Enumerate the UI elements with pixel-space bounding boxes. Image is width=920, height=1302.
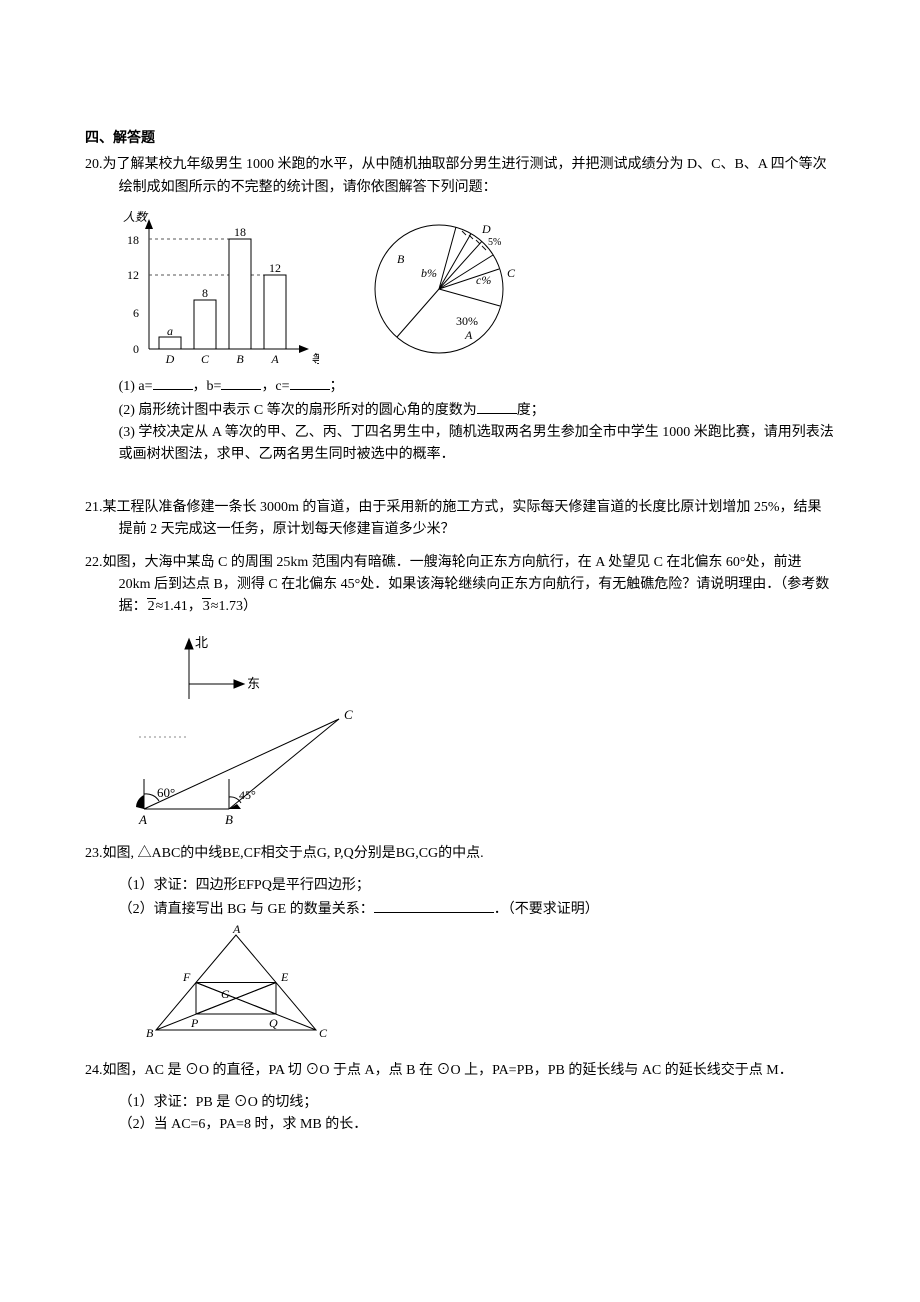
question-24: 24.如图，AC 是 ⊙O 的直径，PA 切 ⊙O 于点 A，点 B 在 ⊙O … <box>85 1060 835 1082</box>
q20-blank-angle <box>477 399 517 414</box>
q22-B: B <box>225 812 233 827</box>
q23-G: G <box>221 987 230 1001</box>
q23-p2-end: ．（不要求证明） <box>494 902 599 917</box>
question-20: 20.为了解某校九年级男生 1000 米跑的水平，从中随机抽取部分男生进行测试，… <box>85 154 835 199</box>
q20-blank-b <box>221 375 261 390</box>
bar-x-label: 等次 <box>311 352 319 366</box>
q20-blank-c <box>290 375 330 390</box>
pie-d-pct: 5% <box>488 237 501 248</box>
q20-p2-pre: (2) 扇形统计图中表示 C 等次的扇形所对的圆心角的度数为 <box>119 403 477 418</box>
q20-part2: (2) 扇形统计图中表示 C 等次的扇形所对的圆心角的度数为 度； <box>85 399 835 422</box>
pie-d-label: D <box>481 222 491 236</box>
pie-c-pct: c% <box>476 273 491 287</box>
question-23: 23.如图, △ABC的中线BE,CF相交于点G, P,Q分别是BG,CG的中点… <box>85 843 835 865</box>
q24-stem: 如图，AC 是 ⊙O 的直径，PA 切 ⊙O 于点 A，点 B 在 ⊙O 上，P… <box>103 1063 793 1078</box>
section-heading: 四、解答题 <box>85 128 835 150</box>
pie-c-label: C <box>507 266 516 280</box>
bar-tick-18: 18 <box>127 233 139 247</box>
q20-p1-c: ，c= <box>261 379 289 394</box>
q20-charts: 人数 0 6 12 18 a 8 18 <box>119 209 835 369</box>
q23-stem: 如图, △ABC的中线BE,CF相交于点G, P,Q分别是BG,CG的中点. <box>103 846 484 861</box>
q22-num: 22. <box>85 555 103 570</box>
q23-figure: A B C F E G P Q <box>141 925 835 1053</box>
q22-C: C <box>344 707 353 722</box>
q20-p1-end: ； <box>330 379 344 394</box>
q23-part1: （1）求证：四边形EFPQ是平行四边形； <box>85 875 835 897</box>
bar-cat-d: D <box>164 352 174 366</box>
q22-ang45: 45° <box>239 788 256 802</box>
bar-cat-b: B <box>236 352 244 366</box>
q23-blank <box>374 898 494 913</box>
q22-A: A <box>138 812 147 827</box>
q24-part1: （1）求证：PB 是 ⊙O 的切线； <box>85 1092 835 1114</box>
pie-b-pct: b% <box>421 266 437 280</box>
q23-p2-pre: （2）请直接写出 BG 与 GE 的数量关系： <box>119 902 374 917</box>
q20-blank-a <box>153 375 193 390</box>
q22-north: 北 <box>195 635 208 650</box>
pie-a-label: A <box>464 328 473 342</box>
question-22: 22.如图，大海中某岛 C 的周围 25km 范围内有暗礁．一艘海轮向正东方向航… <box>85 552 835 619</box>
q20-p1-b: ，b= <box>193 379 222 394</box>
bar-cat-c: C <box>201 352 210 366</box>
q20-stem: 为了解某校九年级男生 1000 米跑的水平，从中随机抽取部分男生进行测试，并把测… <box>103 157 827 194</box>
question-21: 21.某工程队准备修建一条长 3000m 的盲道，由于采用新的施工方式，实际每天… <box>85 497 835 542</box>
bar-y-label: 人数 <box>123 210 149 224</box>
q24-part2: （2）当 AC=6，PA=8 时，求 MB 的长． <box>85 1114 835 1136</box>
bar-tick-12: 12 <box>127 268 139 282</box>
q23-C: C <box>319 1026 328 1040</box>
pie-b-label: B <box>397 252 405 266</box>
q23-E: E <box>280 970 289 984</box>
q20-part1: (1) a= ，b= ，c= ； <box>85 375 835 398</box>
q20-num: 20. <box>85 157 103 172</box>
bar-val-b: 18 <box>234 225 246 239</box>
bar-a-label: a <box>167 324 173 338</box>
q22-east: 东 <box>247 676 260 691</box>
q23-A: A <box>232 925 241 936</box>
q21-num: 21. <box>85 500 103 515</box>
q23-num: 23. <box>85 846 103 861</box>
bar-cat-a: A <box>270 352 279 366</box>
bar-tick-0: 0 <box>133 342 139 356</box>
q20-bar-chart: 人数 0 6 12 18 a 8 18 <box>119 209 319 369</box>
q22-ang60: 60° <box>157 785 175 800</box>
bar-val-a: 12 <box>269 261 281 275</box>
q23-P: P <box>190 1016 199 1030</box>
bar-val-c: 8 <box>202 286 208 300</box>
q21-stem: 某工程队准备修建一条长 3000m 的盲道，由于采用新的施工方式，实际每天修建盲… <box>103 500 822 537</box>
q23-Q: Q <box>269 1016 278 1030</box>
q22-approx1: ≈1.41， <box>156 599 202 614</box>
pie-a-pct: 30% <box>456 314 478 328</box>
q20-part3: (3) 学校决定从 A 等次的甲、乙、丙、丁四名男生中，随机选取两名男生参加全市… <box>85 422 835 467</box>
q24-num: 24. <box>85 1063 103 1078</box>
q20-p2-end: 度； <box>517 403 545 418</box>
q23-F: F <box>182 970 191 984</box>
q23-B: B <box>146 1026 154 1040</box>
q20-pie-chart: D 5% C c% B b% 30% A <box>349 209 529 369</box>
q20-p1-a: (1) a= <box>119 379 153 394</box>
q23-part2: （2）请直接写出 BG 与 GE 的数量关系： ．（不要求证明） <box>85 898 835 921</box>
q22-approx2: ≈1.73） <box>211 599 257 614</box>
q22-figure: 北 东 60° 45° A B C <box>119 629 835 837</box>
bar-tick-6: 6 <box>133 306 139 320</box>
